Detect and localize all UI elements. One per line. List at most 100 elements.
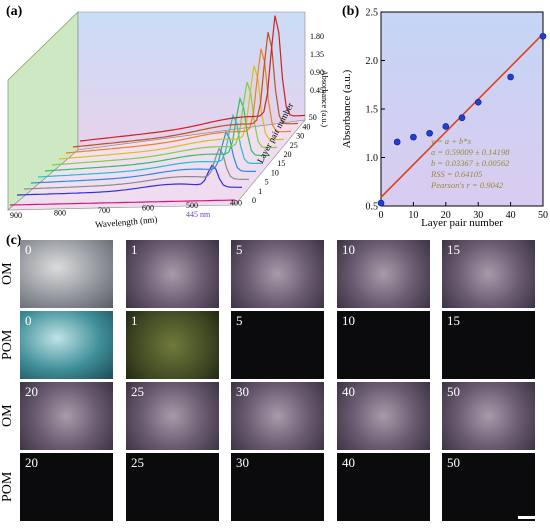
- spectrum-line: [79, 15, 306, 142]
- panel-label-c: (c): [6, 233, 22, 248]
- panel-a-x-tick: 800: [54, 209, 66, 218]
- micrograph-tile-label: 15: [447, 242, 460, 257]
- panel-a-x-tick: 500: [186, 201, 198, 210]
- panel-c-row-label: OM: [0, 262, 15, 286]
- panel-a-z-tick: 15: [277, 159, 285, 168]
- micrograph-tile: 20: [20, 453, 113, 521]
- spectrum-line: [44, 96, 270, 172]
- micrograph-tile-label: 1: [131, 313, 138, 328]
- micrograph-tile-label: 10: [342, 313, 355, 328]
- micrograph-tile-label: 0: [25, 313, 32, 328]
- micrograph-tile: 25: [126, 382, 219, 450]
- panel-a-3d-spectra: 900 800 700 600 500 400 0.450.901.351.80 0151…: [7, 11, 324, 220]
- micrograph-tile-label: 20: [25, 455, 38, 470]
- b-data-point: [474, 98, 482, 106]
- micrograph-tile-label: 40: [342, 455, 355, 470]
- micrograph-tile: 1: [126, 311, 219, 379]
- spectrum-line: [58, 65, 285, 160]
- b-fit-text-line: y = a + b*x: [430, 136, 471, 146]
- panel-a-y-tick: 0.45: [310, 86, 324, 95]
- panel-a-annotation: 445 nm: [186, 210, 211, 219]
- micrograph-tile: 50: [442, 453, 535, 521]
- micrograph-tile: 25: [126, 453, 219, 521]
- panel-a-z-tick: 50: [309, 113, 317, 122]
- panel-b-ylabel: Absorbance (a.u.): [341, 69, 353, 148]
- spectrum-line: [51, 81, 278, 166]
- panel-a-z-tick: 10: [271, 168, 279, 177]
- b-data-point: [442, 123, 450, 130]
- panel-a-x-tick: 600: [142, 204, 154, 213]
- panel-a-x-tick: 400: [230, 199, 242, 208]
- b-x-tick-label: 10: [408, 210, 418, 221]
- panel-a-z-tick: 1: [258, 187, 262, 196]
- spectrum-line: [72, 32, 299, 148]
- micrograph-tile: 40: [337, 453, 430, 521]
- b-x-tick-label: 40: [506, 210, 516, 221]
- micrograph-tile-label: 25: [131, 455, 144, 470]
- b-y-tick-label: 2.5: [366, 8, 379, 19]
- b-data-point: [393, 138, 401, 146]
- panel-c-row-label: POM: [0, 329, 15, 361]
- micrograph-tile-label: 50: [447, 455, 460, 470]
- spectrum-line: [37, 113, 263, 178]
- micrograph-tile-label: 30: [236, 455, 249, 470]
- b-x-tick-label: 30: [473, 210, 483, 221]
- b-fit-text-line: a = 0.59009 ± 0.14198: [431, 147, 510, 157]
- micrograph-tile-label: 10: [342, 242, 355, 257]
- b-data-point: [539, 32, 547, 40]
- b-x-tick-label: 20: [441, 210, 451, 221]
- micrograph-tile-label: 0: [25, 242, 32, 257]
- b-data-point: [377, 199, 385, 207]
- panel-a-z-tick: 0: [252, 196, 256, 205]
- panel-label-a: (a): [6, 4, 23, 19]
- b-x-tick-label: 50: [538, 210, 548, 221]
- b-x-tick-label: 0: [379, 210, 384, 221]
- panel-a-y-tick: 1.80: [310, 32, 324, 41]
- panel-b-scatter-chart: 0 10 20 30 40 50 0.5 1.0 1.5 2.0 2.5 y = a + b*xa …: [341, 8, 548, 230]
- panel-a-y-tick: 1.35: [310, 50, 324, 59]
- panel-a-z-tick: 20: [284, 150, 292, 159]
- panel-label-b: (b): [342, 4, 360, 19]
- micrograph-tile: 5: [231, 240, 324, 308]
- b-data-point: [507, 73, 514, 81]
- micrograph-tile-label: 15: [447, 313, 460, 328]
- micrograph-tile-label: 1: [131, 242, 138, 257]
- micrograph-tile-label: 20: [25, 384, 38, 399]
- panel-a-z-tick: 5: [265, 178, 269, 187]
- b-y-tick-label: 1.5: [366, 105, 379, 116]
- micrograph-tile-label: 5: [236, 313, 243, 328]
- micrograph-tile: 15: [442, 240, 535, 308]
- b-y-tick-label: 1.0: [366, 153, 379, 164]
- panel-b-xlabel: Layer pair number: [421, 217, 503, 229]
- panel-a-z-tick: 40: [302, 122, 310, 131]
- panel-b-plot-area: [380, 11, 544, 207]
- b-y-tick-label: 0.5: [366, 202, 379, 213]
- b-y-tick-label: 2.0: [366, 56, 379, 67]
- panel-c-row-label: OM: [0, 404, 15, 428]
- micrograph-tile-label: 25: [131, 384, 144, 399]
- micrograph-tile-label: 30: [236, 384, 249, 399]
- micrograph-tile: 20: [20, 382, 113, 450]
- panel-c-micrograph-grid: OM 0 1 5 10 15 POM 0 1 5 10 15 OM 20 25 30 40 50 POM 20 25 30…: [0, 240, 550, 529]
- b-fit-text-line: RSS = 0.64105: [430, 169, 482, 179]
- b-fit-text-line: b = 0.03367 ± 0.00562: [431, 158, 510, 168]
- micrograph-tile: 10: [337, 311, 430, 379]
- panel-c-row-label: POM: [0, 471, 15, 503]
- micrograph-tile: 1: [126, 240, 219, 308]
- micrograph-tile: 30: [231, 453, 324, 521]
- spectrum-line: [23, 147, 250, 190]
- micrograph-tile: 0: [20, 240, 113, 308]
- panel-a-ylabel: Absorbance (a.u.): [320, 70, 329, 128]
- spectrum-line: [9, 199, 236, 206]
- micrograph-tile: 5: [231, 311, 324, 379]
- scale-bar: [518, 516, 538, 519]
- panel-a-x-tick: 700: [98, 206, 110, 215]
- panel-a-x-tick: 900: [10, 211, 22, 220]
- micrograph-tile: 30: [231, 382, 324, 450]
- panel-a-y-tick: 0.90: [310, 68, 324, 77]
- micrograph-tile-label: 5: [236, 242, 243, 257]
- panel-a-spectra: [9, 15, 306, 206]
- micrograph-tile: 50: [442, 382, 535, 450]
- panel-a-z-tick: 25: [290, 141, 298, 150]
- micrograph-tile: 10: [337, 240, 430, 308]
